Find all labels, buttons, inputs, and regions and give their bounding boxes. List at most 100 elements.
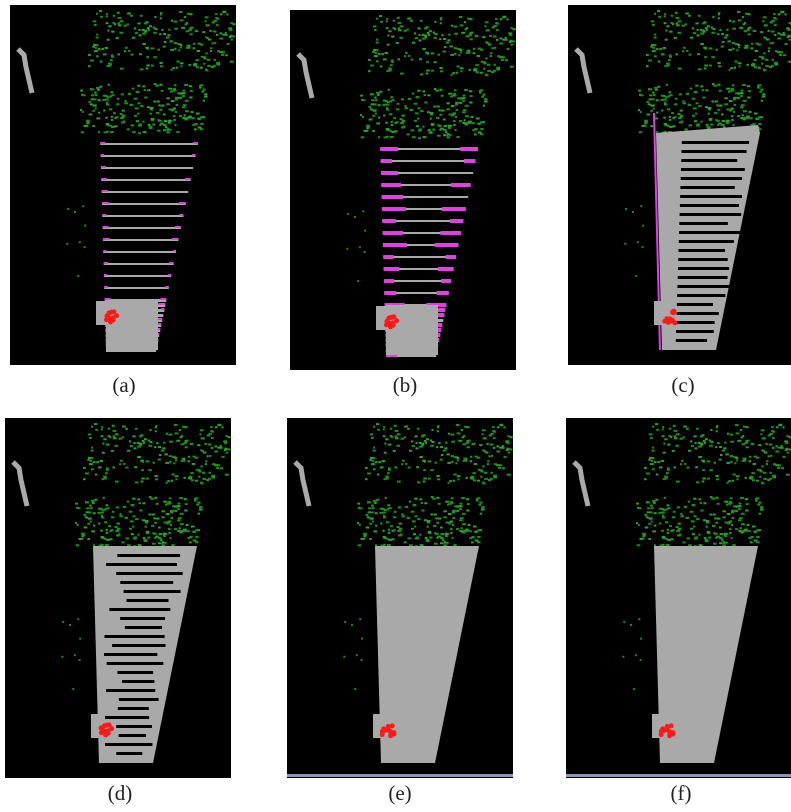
- foliage-point: [421, 435, 424, 437]
- scan-edge: [450, 219, 464, 223]
- foliage-point: [163, 442, 165, 444]
- foliage-point: [783, 32, 785, 34]
- foliage-point: [683, 436, 685, 438]
- foliage-point: [743, 110, 747, 112]
- foliage-point: [695, 113, 697, 115]
- foliage-point: [471, 32, 474, 34]
- foliage-point: [383, 115, 385, 117]
- foliage-point: [399, 37, 403, 39]
- foliage-point: [398, 22, 402, 24]
- scan-edge: [168, 274, 171, 276]
- foliage-point: [426, 73, 429, 75]
- foliage-point: [368, 70, 371, 72]
- foliage-point: [80, 90, 83, 92]
- foliage-point: [739, 27, 743, 29]
- foliage-point: [698, 498, 701, 500]
- foliage-point: [169, 497, 172, 499]
- scan-edge: [383, 255, 393, 259]
- foliage-point: [175, 459, 177, 461]
- foliage-point: [446, 42, 450, 44]
- foliage-point: [119, 463, 121, 465]
- foliage-point: [744, 529, 748, 531]
- foliage-point: [195, 536, 198, 538]
- foliage-point: [176, 61, 179, 63]
- foliage-point: [422, 90, 425, 92]
- foliage-point: [208, 444, 212, 446]
- foliage-point: [675, 53, 678, 55]
- foliage-point: [757, 85, 759, 87]
- foliage-point: [725, 34, 728, 36]
- foliage-point: [778, 13, 781, 15]
- foliage-point: [463, 460, 466, 462]
- foliage-point: [479, 444, 482, 446]
- foliage-point: [644, 120, 648, 122]
- foliage-point: [473, 52, 476, 54]
- foliage-point: [397, 481, 401, 483]
- foliage-point: [143, 131, 147, 133]
- foliage-point: [497, 68, 500, 70]
- foliage-point: [225, 474, 227, 476]
- foliage-point: [393, 20, 396, 22]
- foliage-point: [474, 463, 477, 465]
- foliage-point: [164, 453, 168, 455]
- sparse-point: [642, 246, 644, 248]
- foliage-point: [737, 440, 741, 442]
- foliage-point: [391, 538, 394, 540]
- foliage-point: [374, 55, 378, 57]
- foliage-point: [711, 441, 714, 443]
- foliage-point: [439, 114, 442, 116]
- foliage-point: [374, 502, 377, 504]
- foliage-point: [165, 462, 169, 464]
- foliage-point: [453, 124, 455, 126]
- foliage-point: [420, 20, 423, 22]
- foliage-point: [404, 55, 406, 57]
- foliage-point: [104, 508, 107, 510]
- foliage-point: [365, 130, 369, 132]
- foliage-point: [762, 96, 766, 98]
- foliage-point: [758, 123, 761, 125]
- foliage-point: [78, 507, 81, 509]
- foliage-point: [164, 542, 167, 544]
- foliage-point: [671, 22, 674, 24]
- foliage-point: [452, 524, 454, 526]
- foliage-point: [213, 31, 217, 33]
- foliage-point: [139, 29, 141, 31]
- foliage-point: [203, 452, 207, 454]
- page: (a) (b) (c) (d) (e) (f) (() => { const d…: [0, 0, 791, 812]
- foliage-point: [376, 122, 380, 124]
- foliage-point: [724, 37, 728, 39]
- foliage-point: [208, 478, 211, 480]
- foliage-point: [195, 30, 198, 32]
- foliage-point: [476, 498, 478, 500]
- foliage-point: [83, 514, 86, 516]
- foliage-point: [438, 54, 441, 56]
- foliage-point: [378, 136, 380, 138]
- foliage-point: [193, 65, 197, 67]
- foliage-point: [767, 30, 769, 32]
- foliage-point: [675, 98, 678, 100]
- sparse-point: [364, 251, 366, 253]
- foliage-point: [714, 517, 716, 519]
- sparse-point: [622, 656, 624, 658]
- foliage-point: [165, 126, 167, 128]
- foliage-point: [676, 17, 680, 19]
- foliage-point: [701, 460, 705, 462]
- foliage-point: [485, 452, 489, 454]
- ground-gap: [106, 563, 177, 566]
- foliage-point: [385, 438, 388, 440]
- ground-gap: [681, 159, 737, 162]
- foliage-point: [400, 73, 404, 75]
- foliage-point: [483, 105, 485, 107]
- foliage-point: [402, 115, 405, 117]
- foliage-point: [427, 526, 429, 528]
- foliage-point: [510, 27, 513, 29]
- foliage-point: [756, 480, 759, 482]
- foliage-point: [662, 515, 664, 517]
- foliage-point: [425, 52, 429, 54]
- foliage-point: [200, 482, 203, 484]
- foliage-point: [170, 537, 172, 539]
- foliage-point: [372, 130, 375, 132]
- foliage-point: [775, 18, 777, 20]
- foliage-point: [214, 59, 216, 61]
- foliage-point: [459, 519, 463, 521]
